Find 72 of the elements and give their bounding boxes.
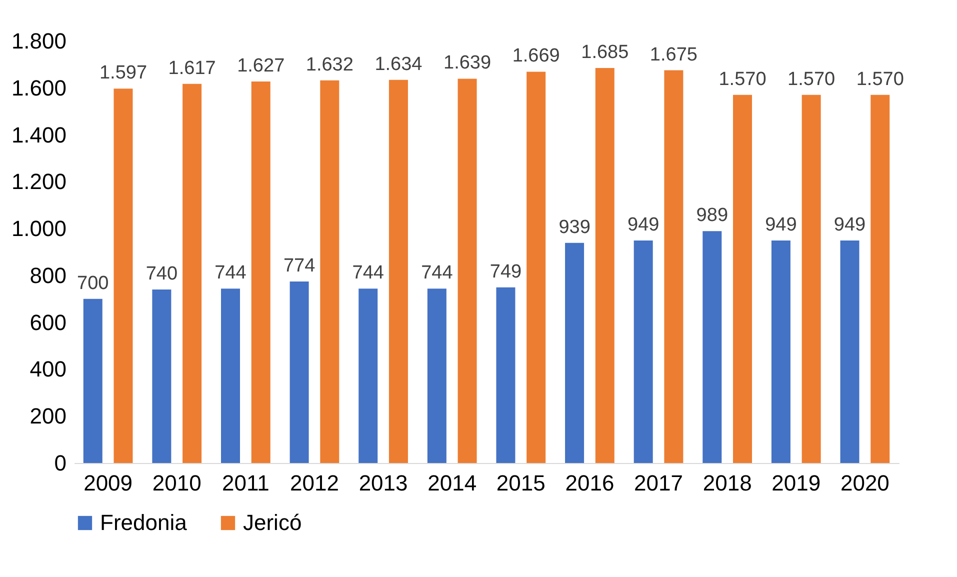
- bar: [634, 240, 653, 463]
- bar: [388, 80, 408, 463]
- data-label: 949: [834, 214, 866, 236]
- data-label: 1.669: [512, 46, 560, 67]
- legend-label: Fredonia: [100, 510, 188, 535]
- y-tick-label: 1.400: [11, 122, 66, 148]
- bar: [802, 94, 821, 463]
- y-tick-label: 600: [30, 310, 66, 335]
- bar: [320, 80, 340, 463]
- x-tick-label: 2016: [565, 470, 614, 496]
- data-label: 700: [77, 272, 109, 294]
- bar: [220, 288, 240, 463]
- x-tick-label: 2011: [222, 470, 270, 496]
- y-tick-label: 1.800: [11, 28, 66, 54]
- x-tick-label: 2017: [634, 470, 683, 496]
- bar: [733, 94, 752, 463]
- x-tick-label: 2012: [290, 470, 339, 496]
- x-tick-label: 2020: [840, 470, 890, 496]
- data-label: 749: [490, 261, 522, 282]
- data-label: 1.597: [99, 62, 148, 84]
- data-label: 1.632: [306, 54, 354, 76]
- bar: [358, 288, 378, 463]
- data-label: 1.570: [788, 68, 836, 90]
- data-label: 1.570: [718, 68, 766, 90]
- bar: [251, 82, 270, 463]
- data-label: 744: [421, 262, 454, 284]
- x-tick-label: 2013: [358, 470, 408, 496]
- data-label: 939: [558, 216, 590, 238]
- bar: [496, 287, 516, 463]
- x-tick-label: 2015: [496, 470, 546, 496]
- y-tick-label: 1.600: [11, 75, 66, 100]
- y-tick-label: 400: [30, 356, 66, 382]
- bar: [114, 88, 133, 463]
- data-label: 1.627: [237, 56, 285, 77]
- y-tick-label: 200: [30, 404, 66, 429]
- data-label: 744: [352, 262, 384, 284]
- data-label: 989: [696, 205, 728, 226]
- y-tick-label: 800: [30, 262, 66, 288]
- bar: [290, 282, 309, 463]
- legend-label: Jericó: [243, 510, 302, 535]
- data-label: 774: [283, 256, 316, 277]
- bar: [702, 231, 722, 463]
- bar: [664, 70, 684, 463]
- bar: [152, 290, 172, 463]
- data-label: 1.685: [581, 42, 629, 63]
- data-label: 1.617: [168, 58, 216, 79]
- bar: [771, 240, 790, 463]
- data-label: 1.570: [856, 68, 904, 90]
- bar: [870, 94, 890, 463]
- bar: [83, 298, 102, 463]
- x-tick-label: 2018: [702, 470, 752, 496]
- bar: [458, 78, 477, 463]
- bar: [565, 242, 584, 463]
- x-tick-label: 2019: [772, 470, 821, 496]
- bar: [595, 68, 614, 463]
- x-tick-label: 2010: [152, 470, 202, 496]
- x-tick-label: 2009: [84, 470, 133, 496]
- bar: [840, 240, 860, 463]
- data-label: 949: [627, 214, 660, 236]
- data-label: 1.639: [444, 52, 492, 74]
- bar: [427, 288, 446, 463]
- data-label: 744: [214, 262, 247, 284]
- y-tick-label: 1.000: [11, 216, 66, 242]
- data-label: 949: [765, 214, 797, 236]
- data-label: 1.675: [650, 44, 698, 66]
- x-tick-label: 2014: [428, 470, 477, 496]
- y-tick-label: 0: [54, 450, 66, 476]
- data-label: 740: [146, 264, 178, 285]
- data-label: 1.634: [374, 54, 423, 75]
- y-tick-label: 1.200: [11, 169, 66, 194]
- bar: [526, 72, 546, 463]
- bar: [182, 84, 202, 463]
